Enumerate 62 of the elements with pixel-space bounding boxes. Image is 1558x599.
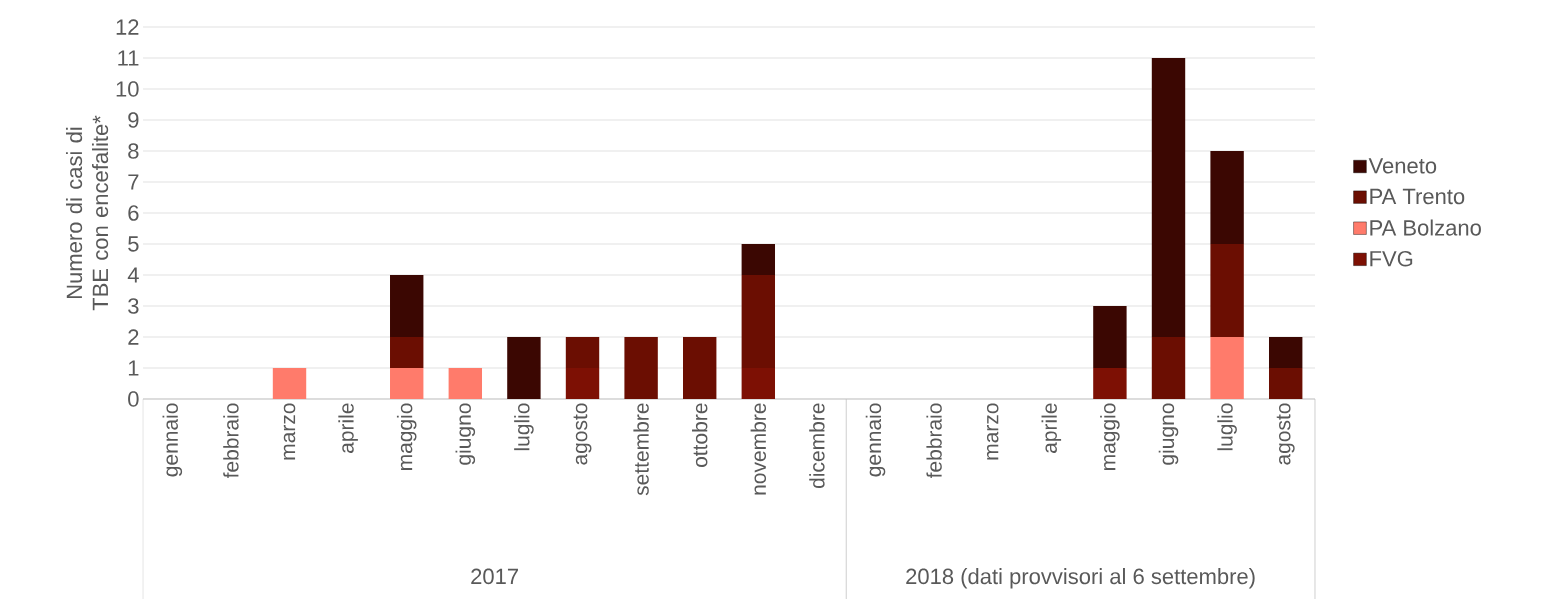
bar [1269,367,1303,399]
bar [624,336,658,399]
bar [1210,336,1244,399]
y-tick-label: 2 [128,329,139,345]
bar [448,367,483,399]
x-tick-label: aprile [338,403,358,453]
x-tick-label: giugno [1158,403,1179,465]
x-tick-label: maggio [396,403,417,470]
bar [507,336,541,399]
y-tick-label: 0 [128,391,139,407]
bar [390,336,424,368]
y-tick-label: 7 [128,174,139,190]
text: 2017 [471,568,518,585]
x-tick-label: febbraio [223,403,239,479]
bar [390,274,424,337]
x-tick-label: gennaio [162,403,183,477]
y-tick-label: 12 [116,19,139,35]
x-tick-label: novembre [750,403,767,495]
bar [741,243,776,275]
y-tick-label: 8 [128,143,139,159]
y-tick-label: 5 [128,236,139,252]
x-tick-label: febbraio [926,403,942,479]
text: 2018 (dati provvisori al 6 settembre) [906,568,1255,589]
bar [565,336,600,368]
y-axis-title: Numero di casi di TBE con encefalite* [65,115,109,311]
x-tick-label: aprile [1041,403,1062,453]
legend-label: FVG [1370,250,1413,267]
x-tick-label: maggio [1100,403,1120,470]
x-tick-label: agosto [573,403,592,465]
y-tick-label: 4 [127,267,139,283]
bar [565,367,600,399]
bar [1093,305,1127,368]
y-tick-label: 1 [128,360,139,376]
x-tick-label: giugno [455,403,476,465]
x-tick-label: luglio [1217,403,1237,451]
y-tick-label: 10 [116,81,139,97]
bar [1093,367,1127,399]
bar [1210,150,1244,244]
bar [1151,336,1186,399]
x-tick-label: agosto [1276,403,1295,465]
x-tick-label: settembre [633,403,649,496]
y-tick-label: 9 [128,112,139,128]
bar [741,367,776,399]
bar [1151,57,1186,337]
x-tick-label: luglio [514,403,534,451]
x-tick-label: ottobre [692,403,708,468]
y-tick-label: 6 [128,205,139,221]
bar [1210,243,1244,337]
x-tick-label: marzo [283,403,296,460]
bar [683,336,717,399]
legend-label: PA Bolzano [1370,219,1481,236]
x-tick-label: marzo [986,403,999,460]
y-tick-label: 3 [128,298,139,314]
legend-label: PA Trento [1370,188,1465,205]
bar [1269,336,1303,368]
bar [272,367,307,399]
legend-label: Veneto [1368,158,1437,174]
bar [390,367,424,399]
x-tick-label: dicembre [809,403,825,489]
y-tick-label: 11 [118,50,139,66]
x-tick-label: gennaio [865,403,886,477]
bar [741,274,776,368]
